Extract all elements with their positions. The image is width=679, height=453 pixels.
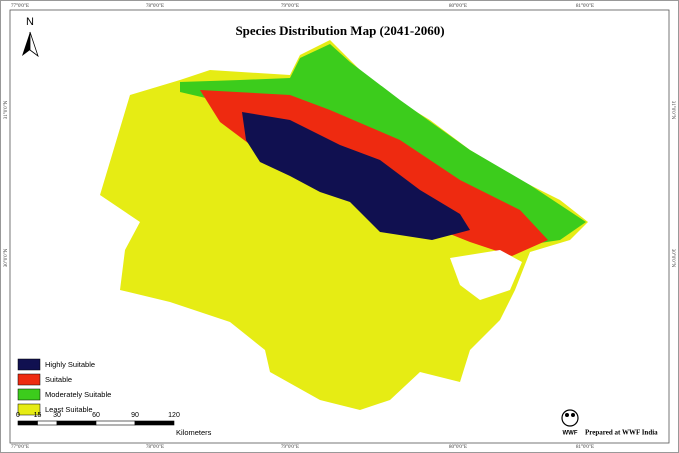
graticule-labels: 77°0'0"E 77°0'0"E 78°0'0"E 78°0'0"E 79°0'0"E… — [4, 4, 675, 450]
legend-swatch — [17, 403, 41, 416]
longitude-label: 78°0'0"E — [146, 445, 164, 450]
latitude-label: 31°0'0"N — [4, 100, 9, 119]
scale-segment — [37, 420, 58, 426]
scale-unit: Kilometers — [176, 428, 212, 437]
longitude-label: 79°0'0"E — [281, 445, 299, 450]
least-suitable-area — [100, 40, 588, 410]
legend-swatch — [17, 373, 41, 386]
scale-label: 30 — [53, 412, 61, 419]
legend-swatch — [17, 358, 41, 371]
panda-eye — [565, 413, 569, 417]
north-arrow: N — [22, 16, 39, 58]
longitude-label: 79°0'0"E — [281, 4, 299, 9]
scale-label: 15 — [34, 412, 42, 419]
scale-segment — [17, 420, 38, 426]
longitude-label: 80°0'0"E — [449, 4, 467, 9]
legend-label: Suitable — [45, 375, 72, 384]
highly-suitable-area — [242, 112, 470, 240]
inner-frame — [9, 9, 670, 444]
scale-segment — [56, 420, 97, 426]
longitude-label: 78°0'0"E — [146, 4, 164, 9]
map-title: Species Distribution Map (2041-2060) — [235, 23, 444, 38]
logo-text: WWF — [563, 431, 578, 437]
legend-swatch — [17, 388, 41, 401]
latitude-label: 30°0'0"N — [670, 249, 675, 268]
region — [100, 40, 588, 410]
longitude-label: 81°0'0"E — [576, 445, 594, 450]
legend-label: Moderately Suitable — [45, 390, 111, 399]
no-data-area — [450, 250, 522, 300]
north-arrow-right — [29, 31, 39, 58]
north-label: N — [26, 16, 34, 28]
scale-segment — [95, 420, 136, 426]
panda-eye — [571, 413, 575, 417]
longitude-label: 77°0'0"E — [11, 4, 29, 9]
credit-text: Prepared at WWF India — [585, 429, 658, 437]
longitude-label: 77°0'0"E — [11, 445, 29, 450]
legend-label: Least Suitable — [45, 405, 93, 414]
longitude-label: 80°0'0"E — [449, 445, 467, 450]
scale-label: 90 — [131, 412, 139, 419]
scale-segment — [134, 420, 175, 426]
legend-label: Highly Suitable — [45, 360, 95, 369]
scale-label: 0 — [16, 412, 20, 419]
latitude-label: 30°0'0"N — [4, 248, 9, 267]
scale-label: 60 — [92, 412, 100, 419]
latitude-label: 31°0'0"N — [670, 101, 675, 120]
legend: Highly Suitable Suitable Moderately Suitab… — [17, 358, 111, 416]
north-arrow-left — [22, 32, 30, 56]
credit: WWF Prepared at WWF India — [561, 409, 658, 437]
scale-label: 120 — [168, 412, 180, 419]
longitude-label: 81°0'0"E — [576, 4, 594, 9]
panda-logo — [561, 409, 579, 427]
scale-bar: 0 15 30 60 90 120 Kilometers — [16, 412, 212, 437]
